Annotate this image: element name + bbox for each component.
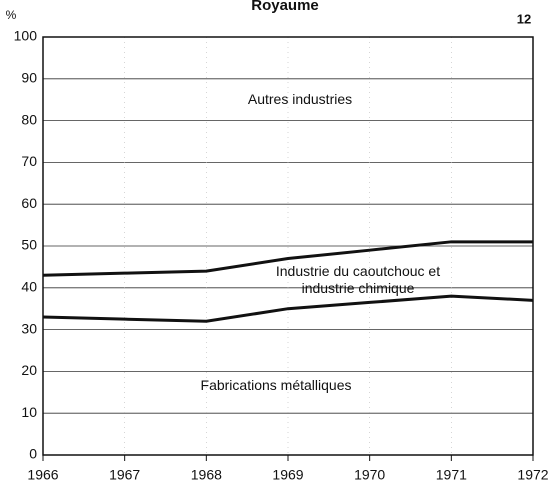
plot-frame [42,36,534,456]
label-text: Fabrications métalliques [200,377,352,393]
y-tick-label: 20 [21,362,37,378]
x-tick-label: 1967 [109,467,140,483]
series-line [42,240,533,277]
y-tick-label: 10 [21,404,37,420]
y-tick-label: 70 [21,153,37,169]
x-tick-label: 1970 [354,467,385,483]
y-tick-label: 50 [21,237,37,253]
x-tick-label: 1972 [517,467,548,483]
y-tick-label: 90 [21,70,37,86]
y-tick-label: 60 [21,195,37,211]
y-tick-label: 100 [14,28,38,44]
page-number: 12 [517,11,531,26]
y-tick-label: 0 [29,446,37,462]
x-tick-label: 1969 [272,467,303,483]
series-label: Autres industries [247,91,353,107]
series-label: Fabrications métalliques [200,377,352,393]
label-text: Autres industries [247,91,353,107]
x-tick-label: 1971 [436,467,467,483]
series-line [42,294,534,323]
x-tick-label: 1968 [191,467,222,483]
y-tick-label: 80 [21,111,37,127]
y-tick-label: 40 [21,279,37,295]
y-axis-label: % [6,8,17,22]
chart-title: Royaume [251,0,319,14]
y-tick-label: 30 [21,320,37,336]
series-label: Industrie du caoutchouc et industrie chi… [275,263,441,296]
label-text: Industrie du caoutchouc et industrie chi… [275,263,441,296]
x-tick-label: 1966 [27,467,58,483]
